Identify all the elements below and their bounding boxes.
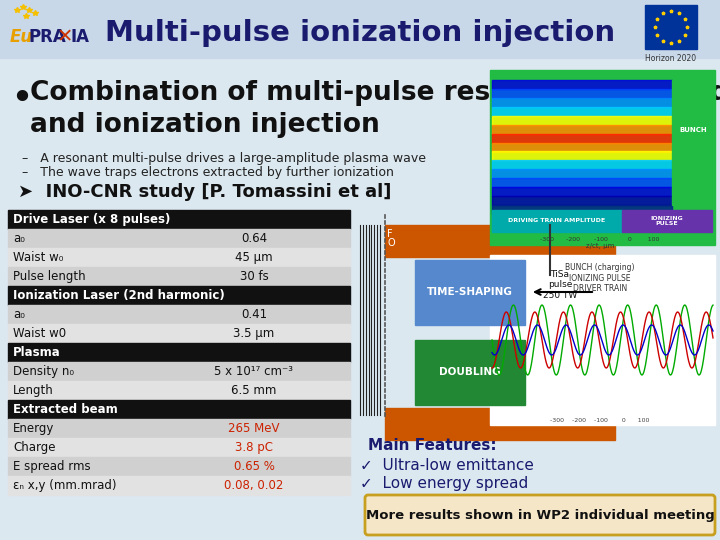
Bar [492, 125, 672, 133]
Text: 0.65 %: 0.65 % [233, 460, 274, 473]
Bar [492, 143, 672, 152]
Text: O: O [387, 238, 395, 248]
Bar [415, 340, 525, 405]
Bar [8, 324, 350, 343]
Bar [492, 107, 672, 116]
Text: Eu: Eu [10, 28, 33, 46]
Text: –   The wave traps electrons extracted by further ionization: – The wave traps electrons extracted by … [22, 166, 394, 179]
Bar [490, 255, 715, 425]
Bar [492, 133, 672, 143]
Bar [0, 0, 720, 58]
Bar [8, 286, 350, 305]
Text: εₙ x,y (mm.mrad): εₙ x,y (mm.mrad) [13, 479, 117, 492]
Text: ➤  INO-CNR study [P. Tomassini et al]: ➤ INO-CNR study [P. Tomassini et al] [18, 183, 392, 201]
Text: ✓  Ultra-low emittance: ✓ Ultra-low emittance [360, 458, 534, 473]
Text: Combination of multi-pulse resonant wakefield: Combination of multi-pulse resonant wake… [30, 80, 720, 106]
Bar [8, 438, 350, 457]
Bar [645, 5, 697, 49]
Bar [8, 229, 350, 248]
Text: 0.08, 0.02: 0.08, 0.02 [225, 479, 284, 492]
Text: DRIVER TRAIN: DRIVER TRAIN [573, 284, 627, 293]
Text: ✕: ✕ [57, 28, 73, 46]
Text: Length: Length [13, 384, 54, 397]
Bar [492, 116, 672, 125]
Text: 5 x 10¹⁷ cm⁻³: 5 x 10¹⁷ cm⁻³ [215, 365, 294, 378]
Text: 45 μm: 45 μm [235, 251, 273, 264]
Text: Main Features:: Main Features: [368, 438, 497, 453]
Text: Waist w0: Waist w0 [13, 327, 66, 340]
Text: Energy: Energy [13, 422, 55, 435]
Text: ✓  Low energy spread: ✓ Low energy spread [360, 476, 528, 491]
Text: DOUBLING: DOUBLING [439, 367, 501, 377]
Text: -300    -200    -100       0      100: -300 -200 -100 0 100 [550, 418, 649, 423]
Text: Multi-pulse ionization injection: Multi-pulse ionization injection [105, 19, 615, 47]
Text: IONIZING PULSE: IONIZING PULSE [570, 274, 631, 283]
Bar [492, 160, 672, 170]
Text: 3.8 pC: 3.8 pC [235, 441, 273, 454]
Bar [415, 260, 525, 325]
Bar [8, 362, 350, 381]
Text: z/ct, μm: z/ct, μm [586, 243, 614, 249]
Bar [8, 476, 350, 495]
Bar [8, 248, 350, 267]
Text: Pulse length: Pulse length [13, 270, 86, 283]
Bar [492, 178, 672, 187]
Text: Waist w₀: Waist w₀ [13, 251, 63, 264]
Bar [672, 80, 714, 205]
Text: 0.41: 0.41 [241, 308, 267, 321]
Text: TiSa
pulse
250 TW: TiSa pulse 250 TW [543, 270, 577, 300]
Text: 0.64: 0.64 [241, 232, 267, 245]
Bar [492, 205, 672, 214]
Text: –   A resonant multi-pulse drives a large-amplitude plasma wave: – A resonant multi-pulse drives a large-… [22, 152, 426, 165]
Bar [8, 381, 350, 400]
Bar [492, 169, 672, 178]
Bar [492, 187, 672, 196]
Text: Charge: Charge [13, 441, 55, 454]
Text: -300      -200       -100          0        100: -300 -200 -100 0 100 [540, 237, 660, 242]
Bar [8, 305, 350, 324]
Text: Extracted beam: Extracted beam [13, 403, 118, 416]
Bar [385, 408, 615, 440]
Text: Density n₀: Density n₀ [13, 365, 74, 378]
Bar [492, 151, 672, 160]
Text: IONIZING
PULSE: IONIZING PULSE [651, 215, 683, 226]
Bar [622, 210, 712, 232]
Text: 6.5 mm: 6.5 mm [231, 384, 276, 397]
Bar [492, 210, 622, 232]
Text: and ionization injection: and ionization injection [30, 112, 379, 138]
Text: PRA: PRA [28, 28, 66, 46]
Text: F: F [387, 229, 392, 239]
Text: a₀: a₀ [13, 232, 25, 245]
Text: More results shown in WP2 individual meeting: More results shown in WP2 individual mee… [366, 509, 714, 522]
Text: Plasma: Plasma [13, 346, 60, 359]
Text: IA: IA [70, 28, 89, 46]
Text: •: • [10, 80, 33, 118]
Bar [492, 89, 672, 98]
Text: BUNCH (charging): BUNCH (charging) [565, 263, 635, 272]
Bar [385, 225, 615, 257]
Text: Horizon 2020: Horizon 2020 [645, 54, 696, 63]
FancyBboxPatch shape [365, 495, 715, 535]
Bar [8, 343, 350, 362]
Text: Drive Laser (x 8 pulses): Drive Laser (x 8 pulses) [13, 213, 171, 226]
Text: 3.5 μm: 3.5 μm [233, 327, 274, 340]
Text: TIME-SHAPING: TIME-SHAPING [427, 287, 513, 297]
Bar [492, 98, 672, 107]
Text: a₀: a₀ [13, 308, 25, 321]
Bar [8, 457, 350, 476]
Bar [490, 70, 715, 245]
Text: 265 MeV: 265 MeV [228, 422, 280, 435]
Text: Ionization Laser (2nd harmonic): Ionization Laser (2nd harmonic) [13, 289, 225, 302]
Bar [8, 267, 350, 286]
Bar [8, 400, 350, 419]
Bar [8, 419, 350, 438]
Text: DRIVING TRAIN AMPLITUDE: DRIVING TRAIN AMPLITUDE [508, 219, 606, 224]
Text: E spread rms: E spread rms [13, 460, 91, 473]
Text: BUNCH: BUNCH [679, 127, 707, 133]
Bar [8, 210, 350, 229]
Text: 30 fs: 30 fs [240, 270, 269, 283]
Bar [492, 80, 672, 89]
Bar [492, 196, 672, 205]
